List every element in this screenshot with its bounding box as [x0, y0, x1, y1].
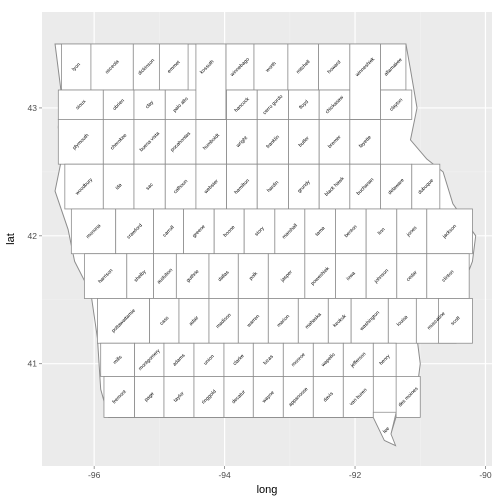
county-label: floyd: [298, 99, 310, 111]
county-winnebago: [225, 43, 255, 91]
county-floyd: [288, 89, 320, 120]
county-polk: [237, 253, 269, 299]
county-guthrie: [175, 253, 210, 299]
county-greene: [183, 208, 215, 255]
county-lee: [372, 411, 397, 447]
county-shelby: [126, 253, 154, 299]
county-label: lee: [382, 426, 391, 435]
county-clayton: [380, 89, 413, 120]
county-label: mills: [112, 354, 124, 366]
county-mahaska: [297, 298, 329, 344]
county-worth: [253, 43, 289, 91]
county-label: sac: [145, 182, 155, 192]
county-label: polk: [248, 271, 259, 282]
county-polygons: [54, 43, 477, 447]
county-ida: [102, 163, 135, 210]
county-humboldt: [195, 119, 227, 165]
county-label: lyon: [71, 62, 82, 73]
county-wayne: [252, 376, 284, 418]
county-label: clay: [145, 99, 156, 110]
county-cherokee: [102, 119, 135, 165]
county-des-moines: [395, 376, 421, 418]
x-tick-label: -96: [88, 470, 101, 480]
county-johnson: [365, 253, 398, 299]
county-taylor: [163, 376, 195, 418]
county-wright: [226, 119, 258, 165]
county-jones: [396, 208, 428, 255]
county-mitchell: [287, 43, 319, 91]
county-franklin: [256, 119, 289, 165]
county-adair: [178, 298, 210, 344]
county-carroll: [153, 208, 184, 255]
county-page: [134, 376, 165, 418]
county-hancock: [226, 89, 258, 120]
county-jackson: [426, 208, 473, 255]
county-label: linn: [377, 227, 387, 237]
county-allamakee: [380, 43, 407, 91]
county-davis: [312, 376, 344, 418]
county-mills: [100, 342, 136, 377]
county-henry: [372, 342, 397, 377]
county-tama: [304, 208, 336, 255]
county-hamilton: [226, 163, 258, 210]
y-axis-title: lat: [5, 233, 17, 245]
county-monroe: [282, 342, 314, 377]
county-wapello: [312, 342, 344, 377]
county-warren: [237, 298, 269, 344]
county-emmet: [158, 43, 189, 91]
county-cerro-gordo: [256, 89, 289, 120]
y-tick-label: 43: [28, 103, 38, 113]
county-madison: [208, 298, 239, 344]
county-plymouth: [57, 119, 104, 165]
county-appanoose: [282, 376, 314, 418]
county-fremont: [103, 376, 136, 418]
county-winneshiek: [349, 43, 381, 120]
county-sac: [133, 163, 166, 210]
county-poweshiek: [304, 253, 336, 299]
x-tick-label: -94: [218, 470, 231, 480]
county-pottawattamie: [97, 298, 151, 344]
county-harrison: [83, 253, 128, 299]
axis-ticks: -96 -94 -92 -90 41 42 43: [28, 103, 492, 480]
county-woodbury: [64, 163, 104, 210]
county-van-buren: [342, 376, 374, 418]
y-tick-label: 42: [28, 231, 38, 241]
county-obrien: [102, 89, 135, 120]
county-scott: [438, 298, 473, 344]
x-axis-title: long: [257, 484, 278, 496]
county-butler: [288, 119, 320, 165]
county-label: iowa: [345, 270, 357, 282]
county-adams: [163, 342, 195, 377]
x-tick-label: -90: [479, 470, 492, 480]
county-pocahontas: [164, 119, 197, 165]
county-clinton: [426, 253, 470, 299]
county-chickasaw: [318, 89, 351, 120]
county-jefferson: [342, 342, 374, 377]
county-label: cass: [159, 315, 171, 327]
county-palo-alto: [164, 89, 197, 120]
county-boone: [213, 208, 245, 255]
county-calhoun: [164, 163, 197, 210]
county-dallas: [208, 253, 239, 299]
county-cedar: [396, 253, 428, 299]
x-tick-label: -92: [349, 470, 362, 480]
county-benton: [335, 208, 367, 255]
county-louisa: [387, 298, 417, 344]
y-tick-label: 41: [28, 359, 38, 369]
county-jasper: [267, 253, 306, 299]
county-cass: [149, 298, 180, 344]
county-kossuth: [195, 43, 227, 120]
county-label: ida: [114, 182, 123, 191]
